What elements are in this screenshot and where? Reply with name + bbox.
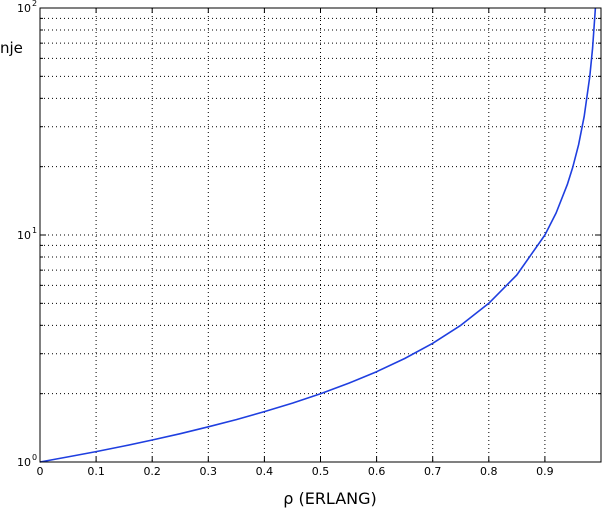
y-axis-label: nje	[0, 39, 23, 57]
x-axis-label: ρ (ERLANG)	[283, 489, 377, 508]
tick-marks	[39, 8, 601, 463]
series-line	[39, 7, 597, 463]
y-tick-exponent: 2	[32, 0, 37, 8]
x-tick-label: 0.1	[87, 465, 105, 478]
y-tick-exponent: 0	[32, 453, 37, 462]
x-tick-label: 0	[37, 465, 44, 478]
x-tick-label: 0.6	[368, 465, 386, 478]
x-tick-label: 0.2	[143, 465, 161, 478]
series-layer	[39, 7, 597, 463]
y-tick-label: 10	[17, 456, 31, 469]
y-tick-exponent: 1	[32, 226, 37, 235]
x-tick-label: 0.9	[536, 465, 554, 478]
y-tick-label: 10	[17, 229, 31, 242]
x-tick-label: 0.5	[312, 465, 330, 478]
x-tick-label: 0.7	[424, 465, 442, 478]
y-tick-label: 10	[17, 2, 31, 15]
x-tick-label: 0.4	[256, 465, 274, 478]
x-tick-label: 0.8	[480, 465, 498, 478]
x-tick-label: 0.3	[200, 465, 218, 478]
